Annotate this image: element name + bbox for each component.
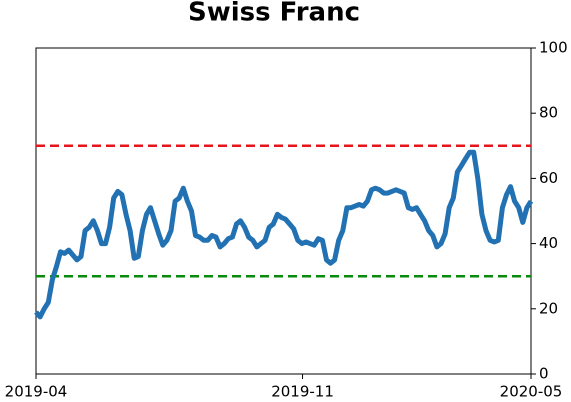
y-tick-label: 0 <box>539 365 549 383</box>
y-tick-label: 40 <box>539 234 558 252</box>
y-tick-label: 20 <box>539 299 558 317</box>
x-tick-label: 2019-11 <box>271 383 334 401</box>
y-tick-label: 100 <box>539 39 568 57</box>
x-tick-label: 2019-04 <box>5 383 68 401</box>
y-tick-label: 80 <box>539 104 558 122</box>
y-tick-label: 60 <box>539 169 558 187</box>
data-line <box>34 149 534 320</box>
plot-frame <box>35 47 532 375</box>
x-tick-label: 2020-05 <box>500 383 563 401</box>
chart-title: Swiss Franc <box>188 0 360 28</box>
